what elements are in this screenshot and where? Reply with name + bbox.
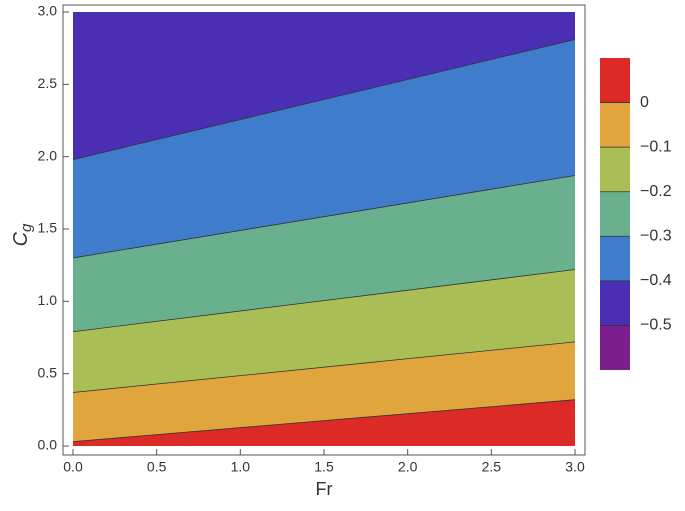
- y-axis-label: Cg: [10, 223, 35, 246]
- contour-line: [72, 399, 576, 443]
- contour-region: [73, 399, 575, 446]
- colorbar-swatch: [600, 102, 630, 148]
- x-tick-label: 2.0: [398, 459, 418, 475]
- colorbar-tick-label: −0.2: [640, 183, 672, 200]
- y-axis-label-main: C: [10, 231, 32, 246]
- y-tick-label: 3.0: [38, 3, 58, 19]
- colorbar-tick-label: −0.3: [640, 228, 672, 245]
- x-tick-label: 2.5: [482, 459, 502, 475]
- colorbar-swatch: [600, 58, 630, 103]
- contour-line: [72, 175, 576, 259]
- colorbar-tick-label: 0: [640, 94, 649, 111]
- y-tick-label: 2.0: [38, 147, 58, 163]
- x-tick-label: 1.5: [314, 459, 334, 475]
- x-tick-label: 3.0: [565, 459, 585, 475]
- y-tick-label: 2.5: [38, 75, 58, 91]
- colorbar-swatch: [600, 325, 630, 370]
- colorbar-tick-label: −0.4: [640, 272, 672, 289]
- colorbar-swatch: [600, 280, 630, 326]
- contour-line: [72, 341, 576, 393]
- colorbar-swatch: [600, 236, 630, 281]
- x-tick-label: 1.0: [231, 459, 251, 475]
- x-axis-label: Fr: [316, 479, 333, 499]
- y-tick-label: 0.0: [38, 437, 58, 453]
- x-tick-label: 0.0: [63, 459, 83, 475]
- colorbar-tick-label: −0.5: [640, 317, 672, 334]
- y-axis-label-sub: g: [18, 223, 35, 232]
- x-tick-label: 0.5: [147, 459, 167, 475]
- contour-line: [72, 39, 576, 160]
- contour-line: [72, 269, 576, 333]
- colorbar-swatch: [600, 191, 630, 237]
- y-tick-label: 1.0: [38, 292, 58, 308]
- y-tick-label: 0.5: [38, 364, 58, 380]
- y-tick-label: 1.5: [38, 220, 58, 236]
- colorbar-swatch: [600, 147, 630, 192]
- colorbar-tick-label: −0.1: [640, 138, 672, 155]
